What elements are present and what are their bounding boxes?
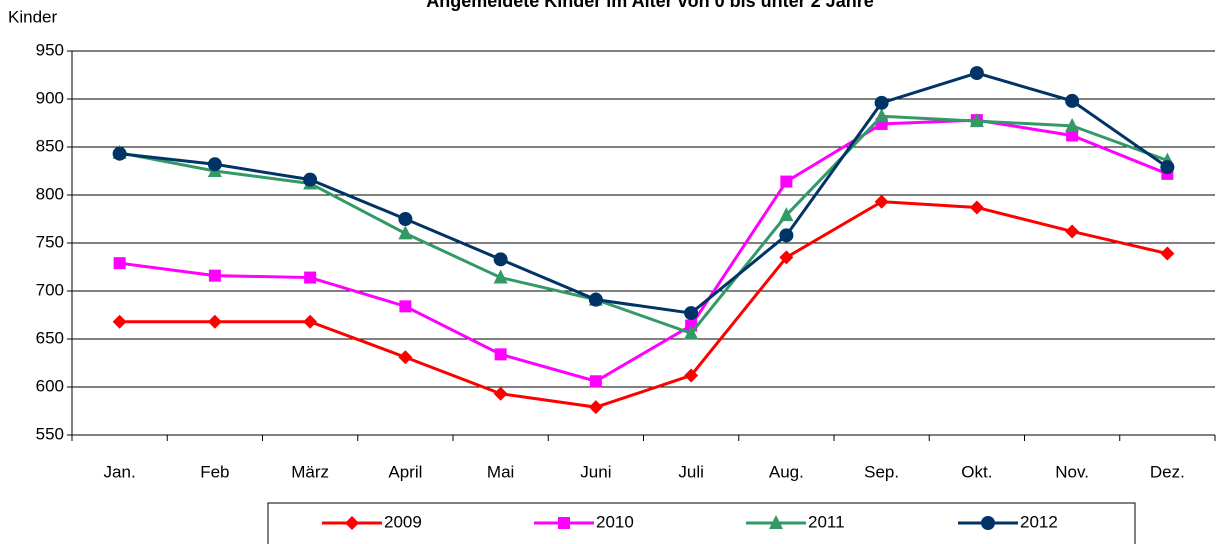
marker [493,386,508,401]
marker [494,348,507,361]
marker [1065,117,1080,132]
y-tick-label: 950 [36,40,64,59]
marker [684,325,699,340]
marker [207,314,222,329]
marker [779,228,794,243]
marker [589,375,602,388]
marker [875,117,888,130]
marker [1160,246,1175,261]
marker [779,207,794,222]
x-tick-label: Juli [678,462,704,481]
legend-label: 2009 [384,512,422,531]
x-tick-label: März [291,462,329,481]
y-tick-label: 750 [36,232,64,251]
series-line [119,71,1169,315]
x-tick-label: Okt. [961,462,992,481]
marker [1066,129,1079,142]
marker [398,225,413,240]
marker [780,175,793,188]
legend-label: 2010 [596,512,634,531]
marker [874,108,889,123]
chart-title: Angemeldete Kinder im Alter von 0 bis un… [426,0,873,11]
y-tick-label: 800 [36,184,64,203]
marker [969,113,984,128]
x-tick-label: Jan. [104,462,136,481]
marker [1160,160,1175,175]
y-axis-label: Kinder [8,7,57,26]
marker [399,300,412,313]
marker [398,212,413,226]
marker [493,252,508,267]
x-tick-label: Sep. [864,462,899,481]
x-tick-label: Juni [580,462,611,481]
marker [588,400,603,415]
marker [588,292,603,307]
marker [304,271,317,284]
marker [345,516,359,530]
marker [874,95,889,110]
x-tick-label: Nov. [1055,462,1089,481]
marker [684,306,699,321]
marker [398,350,413,365]
marker [303,314,318,329]
marker [113,257,126,270]
series-line [119,118,1168,383]
legend-label: 2011 [808,512,845,531]
x-tick-label: Dez. [1150,462,1185,481]
marker [558,517,570,529]
x-tick-label: Aug. [769,462,804,481]
marker [779,250,794,265]
x-tick-label: Feb [200,462,229,481]
marker [208,269,221,282]
y-tick-label: 850 [36,136,64,155]
marker [112,146,127,161]
legend-label: 2012 [1020,512,1058,531]
marker [303,172,318,187]
marker [981,516,995,530]
y-tick-label: 550 [36,424,64,443]
y-tick-label: 700 [36,280,64,299]
marker [1065,93,1080,108]
marker [684,368,699,383]
y-tick-label: 600 [36,376,64,395]
marker [493,269,508,284]
marker [769,515,783,529]
series-line [119,200,1168,409]
series-line [119,114,1168,336]
x-tick-label: April [388,462,422,481]
marker [1065,224,1080,239]
marker [207,157,222,172]
marker [112,314,127,329]
marker [874,194,889,209]
y-tick-label: 650 [36,328,64,347]
marker [969,200,984,215]
x-tick-label: Mai [487,462,514,481]
marker [969,66,984,81]
y-tick-label: 900 [36,88,64,107]
